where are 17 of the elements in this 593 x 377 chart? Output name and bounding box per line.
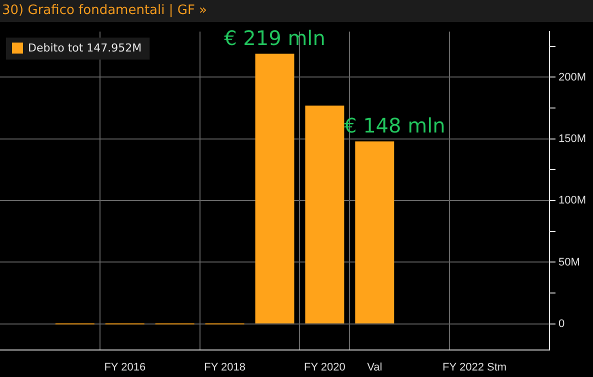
bar: [305, 106, 344, 324]
x-tick-label: FY 2018: [204, 361, 246, 374]
y-tick-label: 200M: [558, 71, 586, 84]
y-tick-label: 0: [558, 318, 565, 330]
x-tick-label: FY 2022 Stm: [442, 361, 507, 374]
chart-title: 30) Grafico fondamentali | GF »: [0, 0, 593, 22]
bar: [255, 54, 294, 324]
y-tick-label: 100M: [558, 194, 586, 207]
annotation: € 148 mln: [344, 114, 446, 138]
x-tick-label: Val: [367, 361, 382, 374]
annotation: € 219 mln: [224, 26, 326, 50]
x-tick-label: FY 2020: [304, 361, 346, 374]
y-tick-label: 150M: [558, 132, 586, 145]
bar: [355, 141, 394, 324]
legend-label: Debito tot 147.952M: [28, 41, 142, 54]
x-tick-label: FY 2016: [104, 361, 146, 374]
y-tick-label: 50M: [558, 256, 580, 268]
